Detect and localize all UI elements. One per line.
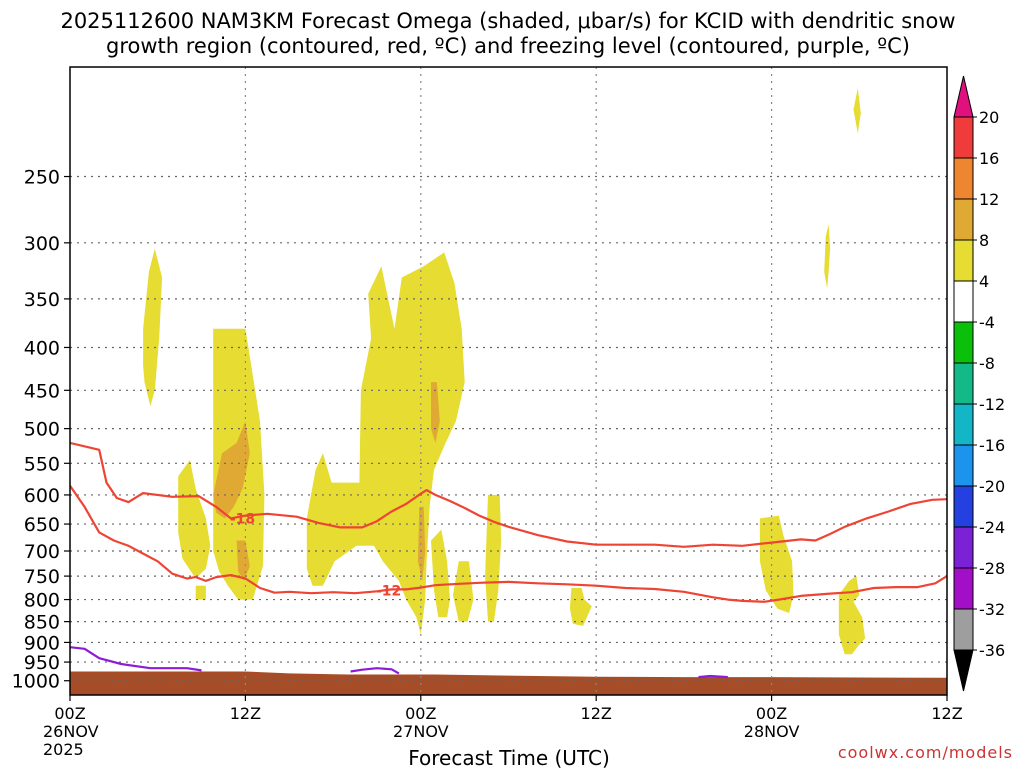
x-tick-label-4-0: 00Z [756,704,787,723]
colorbar-band-6 [953,321,974,364]
dendritic-contour-label-2: -12 [376,583,401,599]
omega-region-3 [195,585,206,600]
colorbar-label-12: -28 [979,559,1005,578]
y-tick-label-500: 500 [24,419,60,441]
omega-region-7 [453,561,474,622]
omega-region-12 [853,88,861,134]
colorbar-label-6: -4 [979,313,995,332]
chart-title-line2: growth region (contoured, red, ºC) and f… [106,34,910,58]
omega-region-16 [431,382,440,443]
plot-frame [69,66,948,696]
colorbar-band-2 [953,157,974,200]
omega-region-17 [417,506,426,581]
omega-region-1 [143,248,163,407]
omega-region-5 [306,252,465,635]
omega-region-8 [485,494,502,622]
omega-region-9 [569,588,592,626]
plot-area: -18 -12 [70,67,947,695]
colorbar-band-12 [953,567,974,610]
x-tick-label-5-0: 12Z [931,704,962,723]
x-tick-label-2-0: 00Z [405,704,436,723]
y-tick-label-400: 400 [24,337,60,359]
colorbar-band-10 [953,485,974,528]
y-tick-label-1000: 1000 [12,671,60,693]
x-tick-label-3-0: 12Z [581,704,612,723]
x-tick-label-0-1: 26NOV [43,722,99,741]
y-tick-label-550: 550 [24,453,60,475]
colorbar-label-5: 4 [979,272,989,291]
y-tick-label-700: 700 [24,541,60,563]
colorbar-band-3 [953,198,974,241]
colorbar-label-4: 8 [979,231,989,250]
y-tick-label-750: 750 [24,566,60,588]
credit-text: coolwx.com/models [838,743,1013,762]
colorbar: 20 16 12 8 4 -4 -8 -12 -16 -20 -24 -28 -32 -36 [953,75,1005,692]
colorbar-label-14: -36 [979,641,1005,660]
plot-content: -18 -12 [70,67,947,695]
y-tick-label-600: 600 [24,485,60,507]
x-tick-label-1-0: 12Z [230,704,261,723]
y-tick-label-250: 250 [24,167,60,189]
colorbar-top-arrow [953,75,974,118]
colorbar-band-8 [953,403,974,446]
colorbar-band-7 [953,362,974,405]
colorbar-label-10: -20 [979,477,1005,496]
x-tick-label-0-0: 00Z [54,704,85,723]
freezing-contour-1 [70,646,202,672]
y-tick-label-800: 800 [24,590,60,612]
omega-region-10 [759,515,794,613]
omega-region-2 [178,460,211,579]
y-tick-label-300: 300 [24,233,60,255]
freezing-contour-3 [698,674,728,679]
colorbar-label-7: -8 [979,354,995,373]
freezing-contour-2 [350,667,400,675]
y-tick-label-900: 900 [24,632,60,654]
y-tick-label-450: 450 [24,380,60,402]
dendritic-contour-1 [70,441,947,548]
y-tick-label-350: 350 [24,289,60,311]
colorbar-label-9: -16 [979,436,1005,455]
y-tick-label-950: 950 [24,652,60,674]
dendritic-contour-label-1: -18 [230,511,255,527]
colorbar-band-9 [953,444,974,487]
colorbar-band-4 [953,239,974,282]
colorbar-band-5 [953,280,974,323]
colorbar-label-3: 12 [979,190,999,209]
colorbar-band-13 [953,608,974,651]
chart-title-line1: 2025112600 NAM3KM Forecast Omega (shaded… [60,9,955,33]
dendritic-contour-2 [70,485,947,603]
axes: 2503003504004505005506006507007508008509… [12,66,963,759]
colorbar-band-11 [953,526,974,569]
colorbar-label-8: -12 [979,395,1005,414]
omega-region-14 [213,421,250,519]
y-tick-label-850: 850 [24,612,60,634]
x-tick-label-0-2: 2025 [43,740,84,759]
colorbar-bottom-arrow [953,649,974,692]
colorbar-label-1: 20 [979,108,999,127]
colorbar-label-11: -24 [979,518,1005,537]
colorbar-band-1 [953,116,974,159]
colorbar-label-2: 16 [979,149,999,168]
omega-region-13 [824,224,831,289]
omega-region-6 [431,529,450,618]
x-tick-label-4-1: 28NOV [744,722,800,741]
colorbar-label-13: -32 [979,600,1005,619]
omega-region-11 [838,576,866,655]
y-tick-label-650: 650 [24,514,60,536]
x-axis-label: Forecast Time (UTC) [408,746,610,768]
x-tick-label-2-1: 27NOV [393,722,449,741]
